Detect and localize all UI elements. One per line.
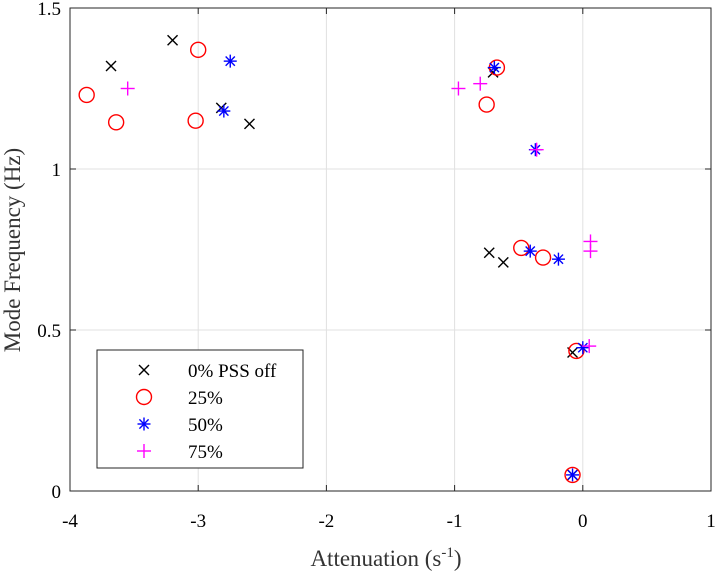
x-tick-label: -3	[190, 511, 206, 532]
x-tick-label: 0	[578, 511, 588, 532]
data-point	[243, 118, 255, 130]
legend-label: 25%	[188, 388, 223, 409]
data-point	[564, 466, 581, 484]
data-point	[529, 142, 544, 157]
x-axis-label: Attenuation (s-1)	[310, 545, 461, 571]
legend-marker	[138, 364, 150, 376]
series-3	[120, 76, 598, 354]
y-tick-label: 1	[52, 160, 62, 181]
data-point	[582, 339, 597, 354]
data-point	[534, 249, 552, 266]
data-point	[513, 239, 530, 257]
x-axis-label-end: )	[454, 546, 462, 571]
legend-marker	[135, 388, 153, 406]
data-point	[120, 81, 135, 96]
axes-box	[69, 7, 712, 492]
data-point	[451, 81, 466, 96]
y-tick-label: 0.5	[37, 321, 61, 342]
legend-entry: 50%	[137, 415, 223, 436]
legend-label: 75%	[188, 442, 223, 463]
data-point	[576, 341, 590, 355]
legend-entry: 75%	[137, 442, 223, 463]
x-tick-label: -2	[318, 511, 334, 532]
data-point	[568, 342, 585, 360]
legend-marker	[137, 444, 151, 458]
data-point	[473, 76, 488, 91]
data-point	[105, 60, 117, 72]
data-point	[487, 61, 501, 75]
data-point	[583, 244, 598, 259]
x-axis-label-text: Attenuation (s	[310, 546, 441, 571]
axis-ticks: -4 -3 -2 -1 0 1 0 0.5 1 1.5	[37, 0, 716, 532]
legend-entry: 0% PSS off	[138, 361, 277, 382]
data-point	[187, 112, 204, 129]
data-point	[566, 468, 580, 482]
legend-label: 50%	[188, 415, 223, 436]
legend-entry: 25%	[135, 388, 223, 409]
data-point	[483, 247, 495, 259]
data-point	[551, 252, 565, 266]
data-point	[78, 86, 95, 104]
x-tick-label: -4	[62, 511, 78, 532]
data-point	[478, 96, 495, 113]
y-axis-label: Mode Frequency (Hz)	[0, 148, 25, 352]
data-point	[223, 54, 237, 68]
y-tick-label: 1.5	[37, 0, 61, 20]
legend-marker	[137, 417, 151, 431]
legend-box	[96, 349, 304, 469]
data-point	[107, 114, 125, 131]
data-point	[497, 256, 509, 268]
data-point	[189, 41, 207, 59]
legend: 0% PSS off 25% 50% 75%	[96, 349, 304, 469]
series-1	[78, 41, 585, 484]
y-tick-label: 0	[52, 482, 62, 503]
x-tick-label: -1	[447, 511, 463, 532]
x-axis-label-superscript: -1	[441, 545, 454, 561]
data-point	[217, 104, 231, 118]
data-point	[167, 34, 179, 46]
legend-label: 0% PSS off	[188, 361, 277, 382]
data-points	[78, 34, 598, 484]
data-point	[523, 244, 537, 258]
x-tick-label: 1	[706, 511, 716, 532]
